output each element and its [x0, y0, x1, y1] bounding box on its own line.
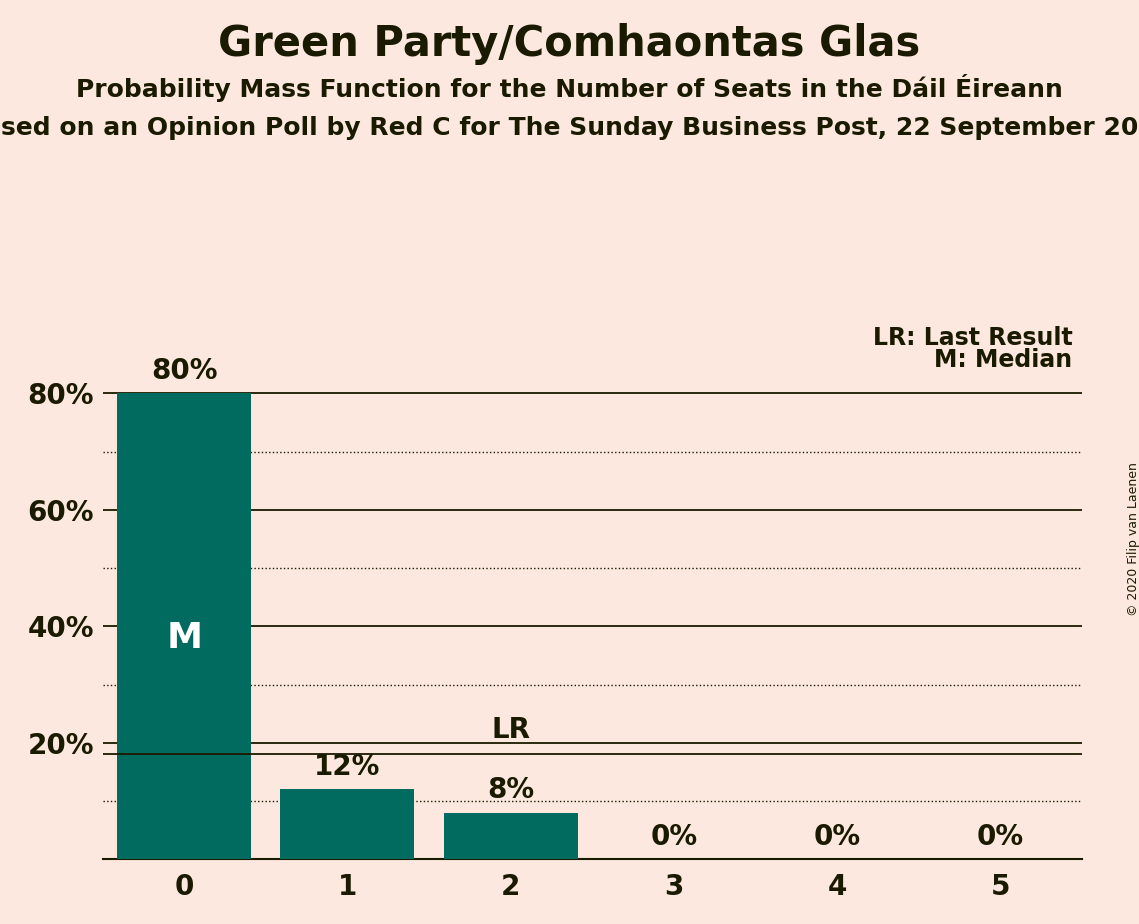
Bar [280, 789, 415, 859]
Bar [117, 394, 251, 859]
Text: LR: Last Result: LR: Last Result [872, 326, 1072, 350]
Text: 0%: 0% [813, 822, 861, 851]
Text: Probability Mass Function for the Number of Seats in the Dáil Éireann: Probability Mass Function for the Number… [76, 74, 1063, 102]
Bar [444, 813, 577, 859]
Text: M: Median: M: Median [934, 347, 1072, 371]
Text: M: M [166, 621, 202, 655]
Text: © 2020 Filip van Laenen: © 2020 Filip van Laenen [1126, 462, 1139, 616]
Text: LR: LR [491, 716, 530, 744]
Text: 0%: 0% [650, 822, 697, 851]
Text: Green Party/Comhaontas Glas: Green Party/Comhaontas Glas [219, 23, 920, 65]
Text: 12%: 12% [314, 753, 380, 781]
Text: Based on an Opinion Poll by Red C for The Sunday Business Post, 22 September 201: Based on an Opinion Poll by Red C for Th… [0, 116, 1139, 140]
Text: 80%: 80% [150, 357, 218, 384]
Text: 8%: 8% [487, 776, 534, 804]
Text: 0%: 0% [977, 822, 1024, 851]
